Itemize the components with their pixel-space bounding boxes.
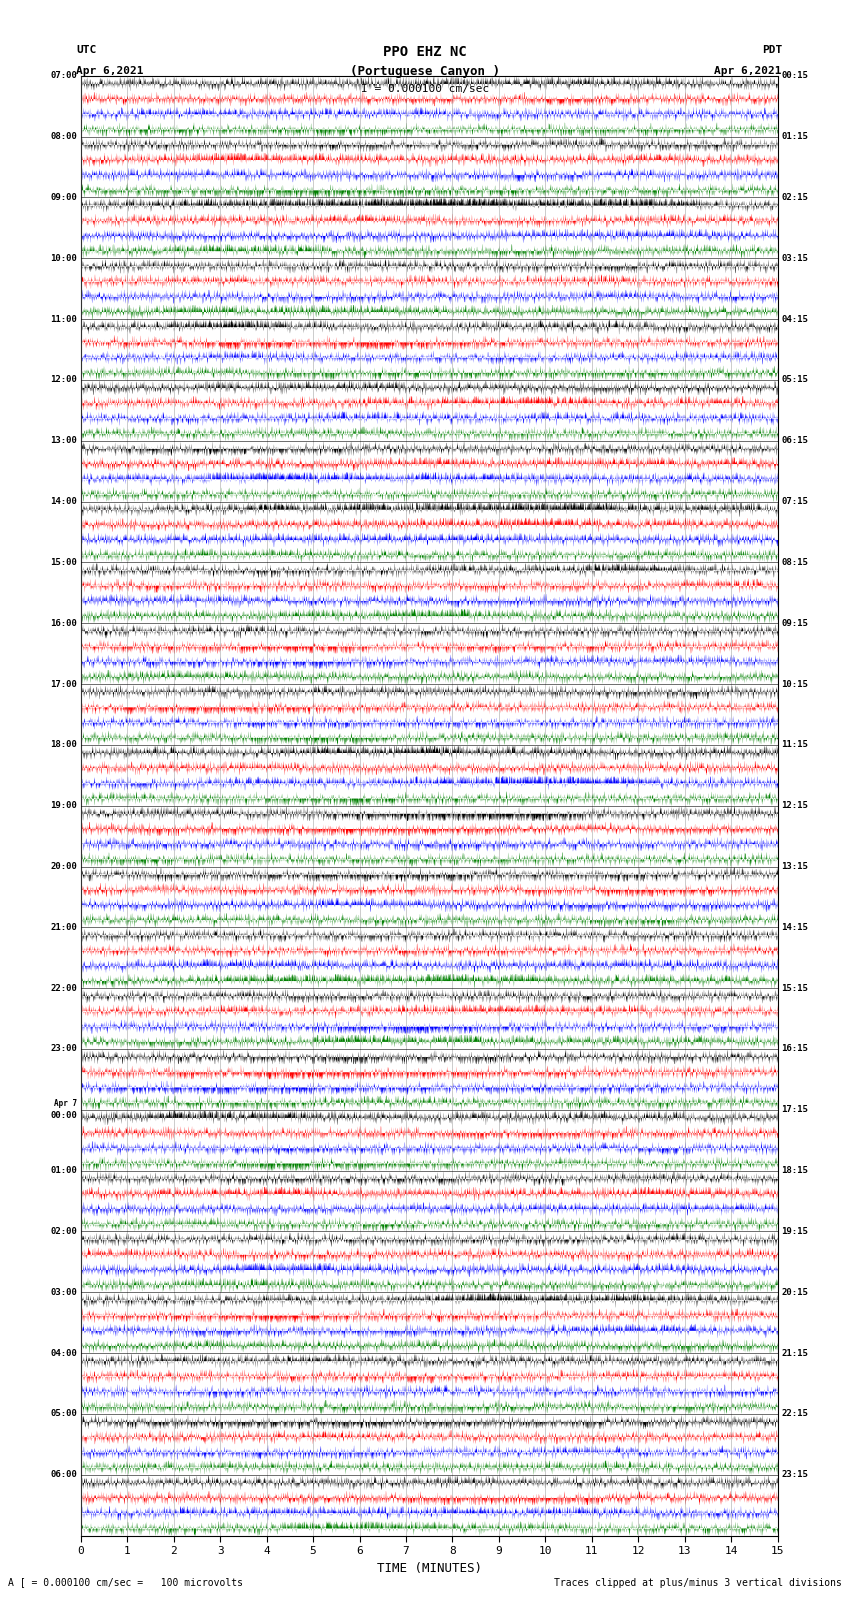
Text: Apr 7: Apr 7 [54,1100,77,1108]
Text: 02:15: 02:15 [781,194,808,202]
Text: 17:00: 17:00 [50,679,77,689]
Text: 00:00: 00:00 [50,1111,77,1121]
Text: Apr 6,2021: Apr 6,2021 [715,66,782,76]
Text: (Portuguese Canyon ): (Portuguese Canyon ) [350,65,500,77]
Text: 04:00: 04:00 [50,1348,77,1358]
X-axis label: TIME (MINUTES): TIME (MINUTES) [377,1561,482,1574]
Text: 07:00: 07:00 [50,71,77,81]
Text: 08:15: 08:15 [781,558,808,566]
Text: 01:15: 01:15 [781,132,808,140]
Text: 20:15: 20:15 [781,1287,808,1297]
Text: 23:15: 23:15 [781,1471,808,1479]
Text: 16:15: 16:15 [781,1045,808,1053]
Text: PDT: PDT [762,45,782,55]
Text: I = 0.000100 cm/sec: I = 0.000100 cm/sec [361,84,489,94]
Text: 03:00: 03:00 [50,1287,77,1297]
Text: Apr 6,2021: Apr 6,2021 [76,66,144,76]
Text: 02:00: 02:00 [50,1227,77,1236]
Text: A [ = 0.000100 cm/sec =   100 microvolts: A [ = 0.000100 cm/sec = 100 microvolts [8,1578,243,1587]
Text: 05:00: 05:00 [50,1410,77,1418]
Text: 19:15: 19:15 [781,1227,808,1236]
Text: 16:00: 16:00 [50,619,77,627]
Text: 17:15: 17:15 [781,1105,808,1115]
Text: 05:15: 05:15 [781,376,808,384]
Text: 07:15: 07:15 [781,497,808,506]
Text: 10:00: 10:00 [50,253,77,263]
Text: 01:00: 01:00 [50,1166,77,1176]
Text: 00:15: 00:15 [781,71,808,81]
Text: 22:15: 22:15 [781,1410,808,1418]
Text: 21:00: 21:00 [50,923,77,932]
Text: 09:00: 09:00 [50,194,77,202]
Text: 12:15: 12:15 [781,802,808,810]
Text: 04:15: 04:15 [781,315,808,324]
Text: 21:15: 21:15 [781,1348,808,1358]
Text: 11:15: 11:15 [781,740,808,750]
Text: 12:00: 12:00 [50,376,77,384]
Text: 18:00: 18:00 [50,740,77,750]
Text: Traces clipped at plus/minus 3 vertical divisions: Traces clipped at plus/minus 3 vertical … [553,1578,842,1587]
Text: 09:15: 09:15 [781,619,808,627]
Text: 20:00: 20:00 [50,861,77,871]
Text: PPO EHZ NC: PPO EHZ NC [383,45,467,60]
Text: 14:15: 14:15 [781,923,808,932]
Text: 15:00: 15:00 [50,558,77,566]
Text: 18:15: 18:15 [781,1166,808,1176]
Text: 23:00: 23:00 [50,1045,77,1053]
Text: 13:00: 13:00 [50,436,77,445]
Text: 10:15: 10:15 [781,679,808,689]
Text: 11:00: 11:00 [50,315,77,324]
Text: 19:00: 19:00 [50,802,77,810]
Text: 08:00: 08:00 [50,132,77,140]
Text: UTC: UTC [76,45,97,55]
Text: 06:15: 06:15 [781,436,808,445]
Text: 15:15: 15:15 [781,984,808,992]
Text: 03:15: 03:15 [781,253,808,263]
Text: 14:00: 14:00 [50,497,77,506]
Text: 13:15: 13:15 [781,861,808,871]
Text: 22:00: 22:00 [50,984,77,992]
Text: 06:00: 06:00 [50,1471,77,1479]
